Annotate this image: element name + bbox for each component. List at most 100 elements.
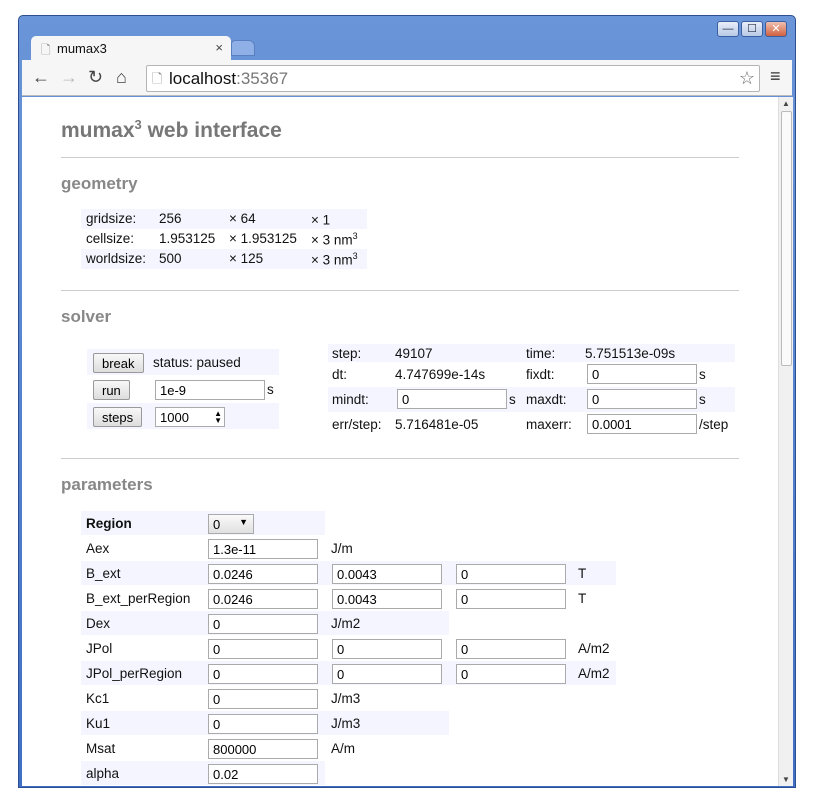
dt-label: dt: (332, 367, 348, 382)
home-icon[interactable]: ⌂ (116, 67, 127, 87)
parameter-input[interactable]: 0 (456, 589, 566, 609)
url-host: localhost (169, 69, 237, 88)
steps-input[interactable]: 1000 ▲ ▼ (155, 407, 225, 427)
parameter-input[interactable]: 0 (208, 689, 318, 709)
geometry-x: 1.953125 (159, 231, 216, 246)
back-icon[interactable]: ← (32, 67, 50, 87)
parameter-unit: J/m3 (331, 716, 361, 731)
parameter-unit: A/m2 (578, 666, 610, 681)
parameter-unit: T (578, 566, 587, 581)
scroll-down-icon[interactable]: ▼ (782, 775, 790, 784)
maxerr-label: maxerr: (526, 417, 572, 432)
parameter-unit: A/m2 (578, 641, 610, 656)
browser-tab[interactable]: 🗋 mumax3 × (31, 36, 231, 60)
parameter-input[interactable]: 0.0043 (332, 564, 442, 584)
steps-button[interactable]: steps (93, 407, 143, 427)
parameter-input[interactable]: 0.0043 (332, 589, 442, 609)
parameter-unit: J/m (331, 541, 353, 556)
geometry-row (81, 249, 367, 269)
maxdt-input[interactable]: 0 (587, 389, 697, 409)
geometry-y: × 125 (229, 251, 264, 266)
browser-toolbar: ← → ↻ ⌂ 🗋 localhost:35367 ☆ ≡ (22, 60, 792, 96)
parameter-input[interactable]: 0 (456, 564, 566, 584)
maxdt-label: maxdt: (526, 392, 567, 407)
step-value: 49107 (395, 346, 433, 361)
region-label: Region (86, 516, 132, 531)
bookmark-star-icon[interactable]: ☆ (738, 68, 755, 88)
break-button[interactable]: break (93, 353, 144, 373)
region-select[interactable]: 0 ▼ (208, 514, 254, 534)
parameter-unit: J/m2 (331, 616, 361, 631)
menu-icon[interactable]: ≡ (770, 66, 781, 86)
divider (61, 157, 739, 158)
geometry-x: 500 (159, 251, 182, 266)
fixdt-label: fixdt: (526, 367, 555, 382)
errstep-label: err/step: (332, 417, 382, 432)
parameter-input[interactable]: 0.02 (208, 764, 318, 784)
parameter-input[interactable]: 0 (332, 639, 442, 659)
mindt-input[interactable]: 0 (397, 389, 507, 409)
close-tab-icon[interactable]: × (215, 40, 223, 55)
step-label: step: (332, 346, 362, 361)
maxdt-unit: s (699, 392, 706, 407)
parameter-name: Ku1 (86, 716, 111, 731)
geometry-label: cellsize: (86, 231, 135, 246)
geometry-y: × 1.953125 (229, 231, 297, 246)
parameter-name: Dex (86, 616, 111, 631)
dropdown-arrow-icon: ▼ (239, 517, 248, 527)
geometry-label: worldsize: (86, 251, 147, 266)
geometry-y: × 64 (229, 211, 256, 226)
page-title: mumax3 web interface (61, 117, 282, 142)
scroll-up-icon[interactable]: ▲ (782, 99, 790, 108)
status-text: status: paused (153, 355, 241, 370)
parameter-input[interactable]: 800000 (208, 739, 318, 759)
parameter-input[interactable]: 0 (332, 664, 442, 684)
parameter-unit: T (578, 591, 587, 606)
scrollbar-thumb[interactable] (781, 111, 792, 366)
mindt-label: mindt: (332, 392, 369, 407)
solver-heading: solver (61, 307, 112, 326)
reload-icon[interactable]: ↻ (88, 67, 104, 87)
parameter-name: Kc1 (86, 691, 110, 706)
page-icon: 🗋 (152, 71, 163, 86)
close-window-button[interactable]: ✕ (765, 21, 787, 37)
parameter-name: B_ext (86, 566, 121, 581)
spinner-icon[interactable]: ▲ ▼ (214, 409, 222, 425)
parameter-input[interactable]: 0.0246 (208, 564, 318, 584)
mindt-unit: s (509, 392, 516, 407)
page-content: mumax3 web interface geometry gridsize: 2… (22, 97, 778, 786)
parameter-input[interactable]: 0 (456, 639, 566, 659)
parameter-input[interactable]: 0 (208, 664, 318, 684)
divider (61, 458, 739, 459)
minimize-button[interactable]: — (717, 21, 739, 37)
parameter-input[interactable]: 0.0246 (208, 589, 318, 609)
parameter-unit: A/m (331, 741, 356, 756)
parameter-input[interactable]: 0 (456, 664, 566, 684)
parameter-input[interactable]: 0 (208, 714, 318, 734)
geometry-z: × 1 (311, 212, 331, 228)
geometry-x: 256 (159, 211, 182, 226)
geometry-heading: geometry (61, 174, 138, 193)
parameter-name: B_ext_perRegion (86, 591, 191, 606)
run-button[interactable]: run (93, 380, 130, 400)
parameter-name: Aex (86, 541, 110, 556)
vertical-scrollbar[interactable]: ▲ ▼ (778, 97, 793, 786)
parameter-input[interactable]: 0 (208, 639, 318, 659)
parameter-name: Msat (86, 741, 116, 756)
forward-icon[interactable]: → (60, 67, 78, 87)
address-bar[interactable]: 🗋 localhost:35367 ☆ (146, 65, 760, 92)
run-duration-input[interactable]: 1e-9 (155, 380, 265, 400)
time-value: 5.751513e-09s (585, 346, 676, 361)
geometry-label: gridsize: (86, 211, 137, 226)
maxerr-input[interactable]: 0.0001 (587, 414, 697, 434)
page-icon: 🗋 (41, 43, 51, 57)
fixdt-input[interactable]: 0 (587, 364, 697, 384)
time-label: time: (526, 346, 556, 361)
geometry-row (81, 209, 367, 229)
new-tab-button[interactable] (231, 40, 255, 56)
maximize-button[interactable]: ☐ (741, 21, 763, 37)
tab-title: mumax3 (57, 41, 107, 56)
parameter-name: JPol (86, 641, 113, 656)
parameter-input[interactable]: 1.3e-11 (208, 539, 318, 559)
parameter-input[interactable]: 0 (208, 614, 318, 634)
